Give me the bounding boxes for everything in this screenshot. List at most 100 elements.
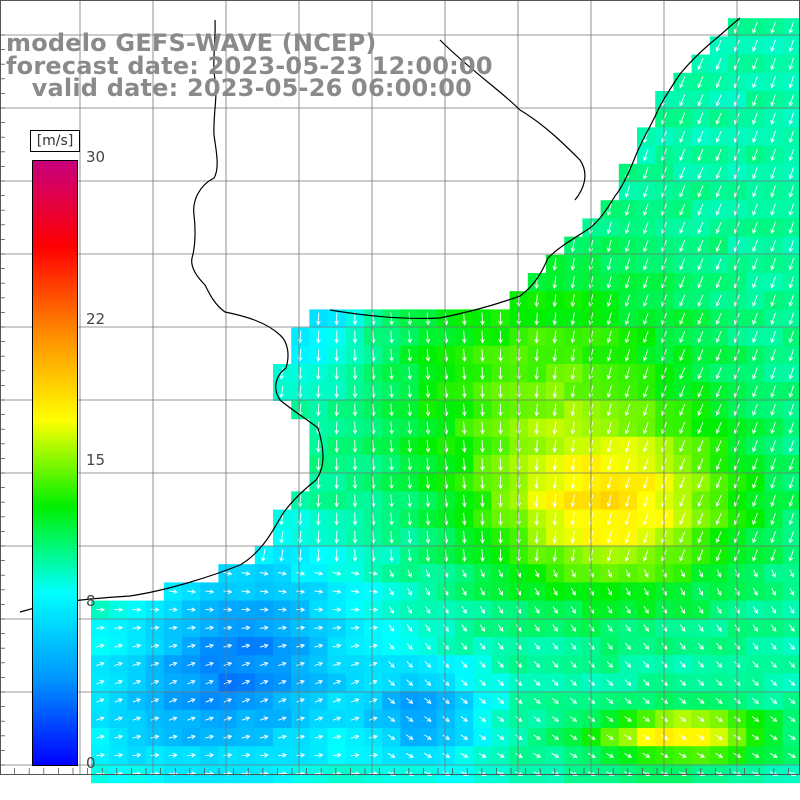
wind-arrow <box>516 421 521 435</box>
wind-arrow <box>316 348 321 362</box>
wind-arrow <box>425 476 431 490</box>
wind-arrow <box>788 39 794 53</box>
wind-arrow <box>715 752 724 758</box>
wind-arrow <box>643 148 649 162</box>
wind-arrow <box>389 458 394 472</box>
wind-arrow <box>334 458 339 472</box>
wind-arrow <box>697 312 704 325</box>
wind-arrow <box>498 530 503 544</box>
wind-arrow <box>606 716 614 722</box>
wind-arrow <box>752 39 758 52</box>
wind-arrow <box>352 476 358 490</box>
wind-arrow <box>643 167 649 180</box>
wind-arrow <box>132 643 142 649</box>
wind-arrow <box>715 258 722 271</box>
wind-arrow <box>241 752 251 758</box>
wind-arrow <box>352 494 358 508</box>
wind-arrow <box>606 239 612 253</box>
wind-arrow <box>462 403 467 417</box>
wind-arrow <box>388 642 395 650</box>
wind-arrow <box>241 643 251 649</box>
wind-arrow <box>697 513 704 526</box>
wind-arrow <box>352 512 358 526</box>
wind-arrow <box>534 367 539 381</box>
wind-arrow <box>259 661 269 667</box>
wind-arrow <box>314 680 324 685</box>
wind-arrow <box>479 642 486 650</box>
wind-arrow <box>205 734 215 740</box>
wind-arrow <box>260 698 269 703</box>
wind-arrow <box>259 734 269 740</box>
wind-arrow <box>552 367 558 381</box>
wind-arrow <box>279 549 284 562</box>
wind-arrow <box>278 661 287 667</box>
wind-arrow <box>770 512 776 526</box>
wind-arrow <box>480 587 485 596</box>
wind-arrow <box>350 607 360 613</box>
wind-arrow <box>498 367 503 381</box>
wind-arrow <box>770 39 776 53</box>
wind-arrow <box>715 58 722 71</box>
wind-arrow <box>569 697 578 704</box>
wind-arrow <box>570 476 576 490</box>
wind-arrow <box>223 680 233 685</box>
wind-arrow <box>698 606 704 614</box>
wind-arrow <box>480 367 485 381</box>
wind-arrow <box>534 642 540 650</box>
wind-arrow <box>624 494 631 508</box>
wind-arrow <box>771 569 776 578</box>
wind-arrow <box>425 348 431 362</box>
wind-arrow <box>570 312 576 326</box>
wind-arrow <box>552 439 558 453</box>
wind-arrow <box>770 367 776 380</box>
wind-arrow <box>350 752 360 758</box>
wind-arrow <box>278 607 288 613</box>
wind-arrow <box>462 421 467 435</box>
wind-arrow <box>788 494 794 508</box>
wind-arrow <box>570 606 576 614</box>
wind-arrow <box>752 167 758 180</box>
wind-arrow <box>498 312 503 326</box>
wind-arrow <box>407 530 413 544</box>
wind-arrow <box>770 679 778 686</box>
wind-arrow <box>150 625 160 631</box>
wind-arrow <box>478 697 487 704</box>
wind-arrow <box>424 716 432 722</box>
wind-arrow <box>223 716 233 721</box>
wind-arrow <box>624 276 631 289</box>
wind-arrow <box>187 716 196 721</box>
wind-arrow <box>679 716 687 722</box>
wind-arrow <box>334 330 339 344</box>
wind-arrow <box>352 367 358 381</box>
wind-arrow <box>516 624 522 632</box>
wind-arrow <box>697 149 704 162</box>
wind-arrow <box>552 606 558 614</box>
wind-arrow <box>552 587 558 596</box>
wind-arrow <box>752 21 758 34</box>
wind-arrow <box>697 240 704 253</box>
wind-arrow <box>770 203 776 216</box>
wind-arrow <box>169 698 178 703</box>
wind-arrow <box>389 421 394 435</box>
wind-arrow <box>515 716 523 722</box>
wind-arrow <box>496 752 505 758</box>
wind-arrow <box>334 512 339 526</box>
wind-arrow <box>223 571 233 576</box>
wind-arrow <box>516 348 521 362</box>
wind-arrow <box>425 512 431 526</box>
wind-arrow <box>534 569 540 578</box>
wind-arrow <box>643 294 649 307</box>
wind-arrow <box>425 439 431 453</box>
wind-arrow <box>770 185 776 198</box>
wind-arrow <box>407 421 413 435</box>
wind-arrow <box>643 476 649 489</box>
wind-arrow <box>697 440 704 453</box>
wind-arrow <box>462 494 467 508</box>
wind-arrow <box>770 476 776 489</box>
wind-arrow <box>715 167 722 180</box>
wind-arrow <box>751 734 760 740</box>
wind-arrow <box>697 167 704 180</box>
wind-arrow <box>643 239 649 253</box>
wind-arrow <box>296 734 306 740</box>
wind-arrow <box>389 367 394 381</box>
